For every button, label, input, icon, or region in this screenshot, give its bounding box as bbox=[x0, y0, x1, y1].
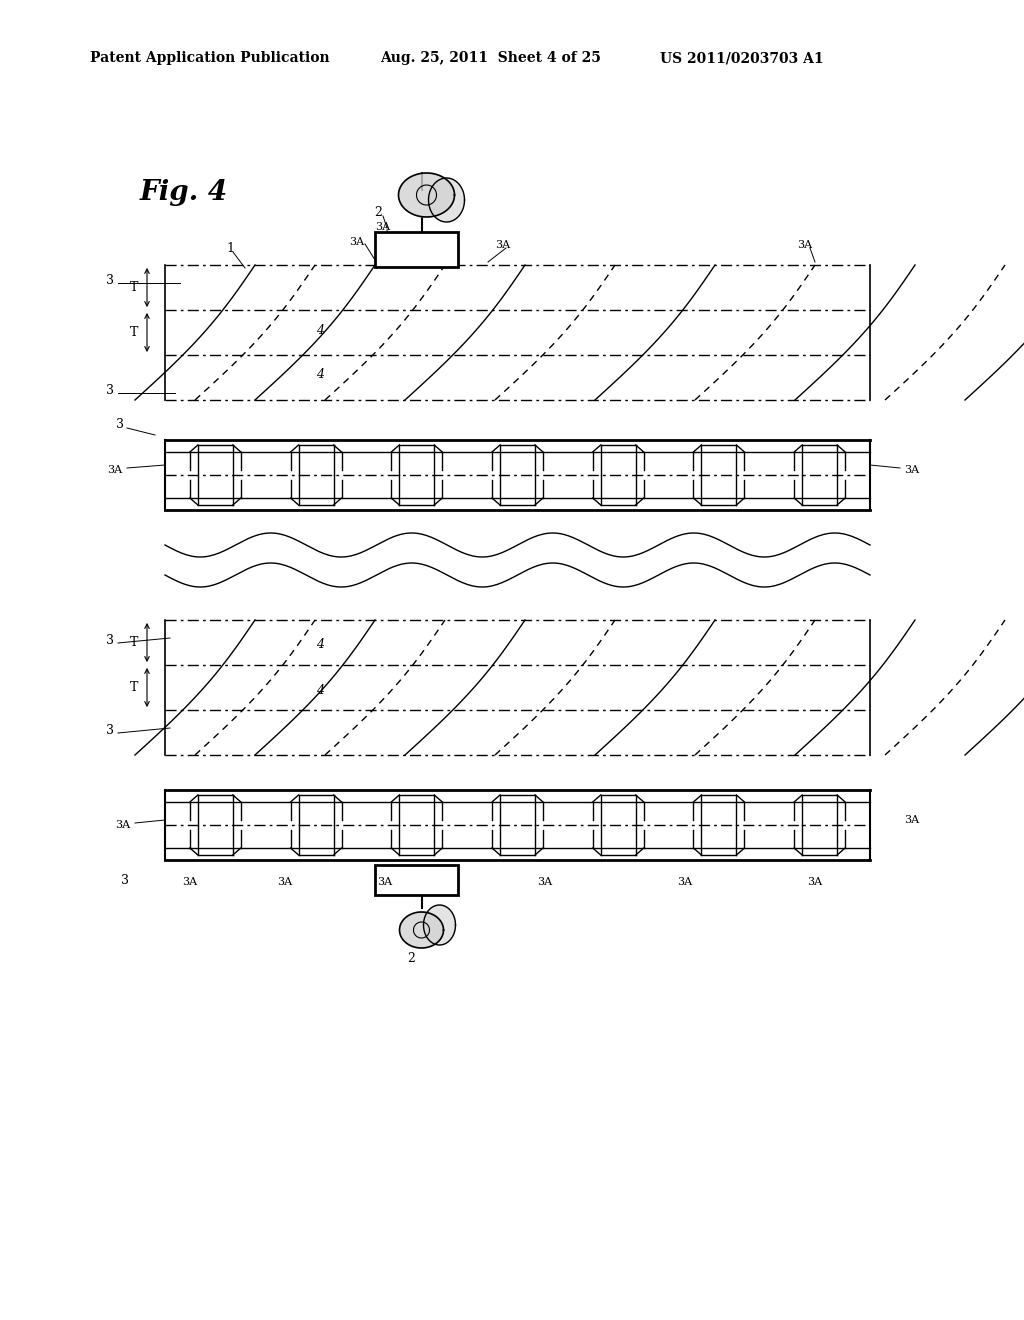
Text: 3: 3 bbox=[106, 273, 114, 286]
Text: 3A: 3A bbox=[808, 876, 822, 887]
Text: 3: 3 bbox=[106, 384, 114, 396]
Text: 2: 2 bbox=[374, 206, 382, 219]
Bar bbox=[375, 232, 458, 267]
Text: T: T bbox=[130, 636, 138, 649]
Text: 4: 4 bbox=[316, 368, 324, 381]
Text: 3A: 3A bbox=[798, 240, 813, 249]
Text: Fig. 4: Fig. 4 bbox=[140, 180, 228, 206]
Text: 3: 3 bbox=[121, 874, 129, 887]
Text: 3A: 3A bbox=[116, 820, 131, 830]
Text: 3A: 3A bbox=[376, 222, 390, 232]
Text: 3A: 3A bbox=[378, 876, 392, 887]
Text: 3A: 3A bbox=[904, 465, 920, 475]
Text: 3A: 3A bbox=[904, 814, 920, 825]
Bar bbox=[375, 865, 458, 895]
Text: 3A: 3A bbox=[278, 876, 293, 887]
Text: 3A: 3A bbox=[108, 465, 123, 475]
Polygon shape bbox=[399, 912, 443, 948]
Text: T: T bbox=[130, 281, 138, 294]
Polygon shape bbox=[398, 173, 455, 216]
Text: Patent Application Publication: Patent Application Publication bbox=[90, 51, 330, 65]
Text: 4: 4 bbox=[316, 684, 324, 697]
Text: 3: 3 bbox=[116, 418, 124, 432]
Text: US 2011/0203703 A1: US 2011/0203703 A1 bbox=[660, 51, 823, 65]
Text: 4: 4 bbox=[316, 639, 324, 652]
Text: 3A: 3A bbox=[496, 240, 511, 249]
Text: 4: 4 bbox=[316, 323, 324, 337]
Polygon shape bbox=[424, 906, 456, 945]
Text: 3A: 3A bbox=[349, 238, 365, 247]
Text: 1: 1 bbox=[226, 242, 234, 255]
Text: 3A: 3A bbox=[182, 876, 198, 887]
Polygon shape bbox=[428, 178, 465, 222]
Text: T: T bbox=[130, 681, 138, 694]
Text: 3: 3 bbox=[106, 723, 114, 737]
Text: 3A: 3A bbox=[678, 876, 692, 887]
Text: 3: 3 bbox=[106, 634, 114, 647]
Text: 2: 2 bbox=[408, 952, 416, 965]
Text: 3A: 3A bbox=[538, 876, 553, 887]
Text: T: T bbox=[130, 326, 138, 339]
Text: Aug. 25, 2011  Sheet 4 of 25: Aug. 25, 2011 Sheet 4 of 25 bbox=[380, 51, 601, 65]
